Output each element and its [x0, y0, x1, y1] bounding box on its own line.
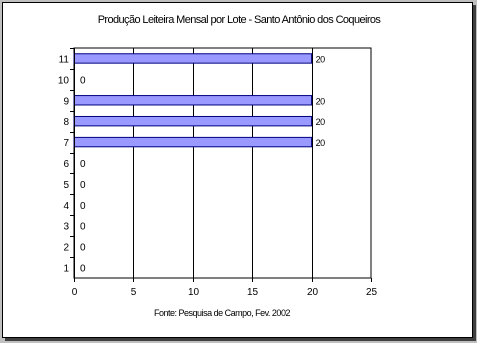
y-tick-label-1: 1: [63, 264, 69, 275]
x-tick-label-0: 0: [72, 287, 78, 298]
x-tick-label-20: 20: [307, 287, 319, 298]
y-tick-label-3: 3: [63, 222, 69, 233]
data-labels: 0 0 0 0 0 0 20 20 20 0 20: [80, 54, 326, 275]
y-tick-label-5: 5: [63, 180, 69, 191]
x-axis-label: Fonte: Pesquisa de Campo, Fev. 2002: [154, 308, 290, 318]
y-tick-label-11: 11: [59, 54, 70, 65]
y-tick-label-7: 7: [63, 138, 69, 149]
y-tick-label-2: 2: [63, 243, 69, 254]
x-tick-label-15: 15: [247, 287, 259, 298]
y-tick-label-6: 6: [63, 159, 69, 170]
data-label-7: 20: [316, 138, 326, 148]
x-tick-label-10: 10: [188, 287, 200, 298]
data-label-1: 0: [80, 264, 86, 275]
y-tick-label-10: 10: [58, 75, 70, 86]
plot-area: [73, 47, 372, 279]
chart-frame: Produção Leiteira Mensal por Lote - Sant…: [2, 2, 473, 338]
x-tick-label-25: 25: [366, 287, 378, 298]
data-label-4: 0: [80, 201, 86, 212]
bar-9: [73, 95, 313, 106]
bar-11: [73, 53, 313, 64]
y-tick-label-9: 9: [63, 96, 69, 107]
axes: [70, 48, 372, 282]
chart-title: Produção Leiteira Mensal por Lote - Sant…: [98, 14, 382, 26]
bar-7: [73, 136, 313, 148]
gridlines: [73, 47, 372, 279]
data-label-6: 0: [80, 159, 86, 170]
x-tick-labels: 0 5 10 15 20 25: [72, 287, 378, 298]
data-label-3: 0: [80, 222, 86, 233]
bar-8: [73, 115, 313, 127]
data-label-8: 20: [316, 117, 326, 127]
y-tick-label-8: 8: [63, 117, 69, 128]
data-label-5: 0: [80, 180, 86, 191]
data-label-10: 0: [80, 75, 86, 86]
data-label-9: 20: [316, 96, 326, 106]
y-tick-labels: 1 2 3 4 5 6 7 8 9 10 11: [58, 54, 70, 274]
chart-canvas: Produção Leiteira Mensal por Lote - Sant…: [58, 14, 382, 318]
data-label-11: 20: [316, 54, 326, 64]
data-label-2: 0: [80, 243, 86, 254]
bars: [73, 53, 313, 148]
x-tick-label-5: 5: [131, 287, 137, 298]
y-tick-label-4: 4: [63, 201, 69, 212]
